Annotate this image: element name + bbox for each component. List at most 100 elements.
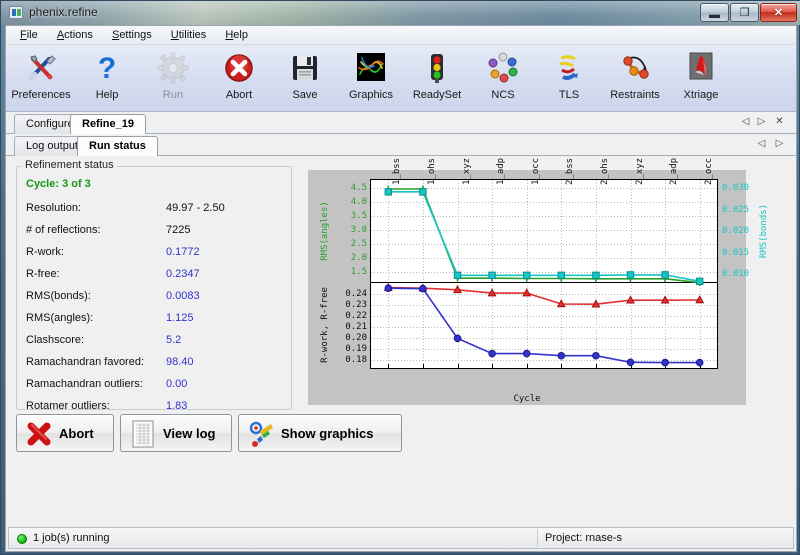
menu-settings[interactable]: Settings — [104, 26, 160, 43]
label-clashscore: Clashscore: — [26, 334, 85, 346]
y-tick-label-left: 4.0 — [350, 196, 367, 207]
x-tick-mark — [492, 364, 494, 368]
label-rama-favored: Ramachandran favored: — [26, 356, 145, 368]
toolbar-button-xtriage[interactable]: Xtriage — [668, 48, 734, 110]
menu-actions-label: ctions — [64, 29, 93, 41]
subtab-prev-icon[interactable]: ◁ — [757, 138, 766, 149]
series-line-rms-bonds — [388, 191, 700, 283]
grid-line-horizontal — [371, 305, 717, 307]
toolbar-label-graphics: Graphics — [348, 89, 394, 101]
tab-close-icon[interactable]: ✕ — [775, 116, 784, 127]
toolbar-button-help[interactable]: ? Help — [74, 48, 140, 110]
toolbar-button-abort[interactable]: Abort — [206, 48, 272, 110]
grid-line-vertical — [422, 180, 424, 368]
restraints-icon — [617, 50, 653, 86]
status-bar: 1 job(s) running Project: rnase-s — [8, 527, 794, 549]
grid-line-horizontal — [371, 315, 717, 317]
abort-button[interactable]: Abort — [16, 414, 114, 452]
close-icon: ✕ — [773, 7, 784, 19]
refinement-chart: 1_bss 1_ohs 1_xyz 1_adp 1_occ 2_bss 2_ohs 2_xyz… — [308, 158, 769, 405]
tab-log-output[interactable]: Log output — [14, 136, 90, 156]
menu-actions-accel: A — [56, 29, 65, 41]
refinement-status-group: Refinement status Cycle: 3 of 3 Resoluti… — [16, 159, 292, 412]
toolbar-button-ncs[interactable]: NCS — [470, 48, 536, 110]
label-r-free: R-free: — [26, 268, 60, 280]
label-r-work: R-work: — [26, 246, 64, 258]
menu-utilities[interactable]: Utilities — [163, 26, 214, 43]
floppy-icon — [287, 50, 323, 86]
label-resolution: Resolution: — [26, 202, 82, 214]
toolbar-label-preferences: Preferences — [11, 89, 71, 101]
view-log-button[interactable]: View log — [120, 414, 232, 452]
tab-next-icon[interactable]: ▷ — [757, 116, 766, 127]
x-tick-label: 1_occ — [530, 157, 541, 185]
maximize-icon: ❐ — [739, 7, 750, 19]
y-tick-label-left: 0.20 — [345, 332, 367, 343]
menu-utilities-label: tilities — [178, 29, 207, 41]
toolbar-label-run: Run — [162, 89, 184, 101]
client-area: File Actions Settings Utilities Help — [5, 25, 797, 552]
grid-line-horizontal — [371, 272, 717, 274]
y-tick-label-left: 0.22 — [345, 310, 367, 321]
menu-help-label: elp — [233, 29, 248, 41]
toolbar-label-xtriage: Xtriage — [683, 89, 719, 101]
value-rms-bonds: 0.0083 — [166, 290, 200, 302]
toolbar-label-help: Help — [95, 89, 119, 101]
value-resolution: 49.97 - 2.50 — [166, 202, 225, 214]
x-tick-label: 2_xyz — [634, 157, 645, 185]
panel-divider — [371, 282, 717, 284]
minimize-button[interactable]: ▬ — [700, 3, 729, 22]
menu-file[interactable]: File — [12, 26, 46, 43]
cycle-status: Cycle: 3 of 3 — [26, 178, 91, 190]
toolbar-label-restraints: Restraints — [610, 89, 660, 101]
show-graphics-button[interactable]: Show graphics — [238, 414, 402, 452]
x-tick-label: 2_adp — [669, 157, 680, 185]
close-button[interactable]: ✕ — [760, 3, 797, 22]
menu-help-accel: H — [225, 29, 234, 41]
y-tick-label-right: 0.025 — [722, 204, 750, 215]
grid-line-horizontal — [371, 243, 717, 245]
x-tick-label: 1_bss — [392, 157, 403, 185]
toolbar-button-restraints[interactable]: Restraints — [602, 48, 668, 110]
toolbar: Preferences ? Help — [6, 45, 796, 112]
value-rms-angles: 1.125 — [166, 312, 194, 324]
tab-run-status[interactable]: Run status — [77, 136, 158, 156]
plot-area: 1_bss 1_ohs 1_xyz 1_adp 1_occ 2_bss 2_ohs 2_xyz… — [345, 158, 749, 369]
primary-tab-bar: Configure Refine_19 ◁ ▷ ✕ — [6, 112, 796, 134]
maximize-button[interactable]: ❐ — [730, 3, 759, 22]
y-tick-label-right: 0.010 — [722, 269, 750, 280]
menu-actions[interactable]: Actions — [49, 26, 101, 43]
toolbar-button-tls[interactable]: TLS — [536, 48, 602, 110]
x-tick-mark — [422, 364, 424, 368]
toolbar-button-save[interactable]: Save — [272, 48, 338, 110]
value-rotamer-outliers: 1.83 — [166, 400, 188, 412]
subtab-next-icon[interactable]: ▷ — [775, 138, 784, 149]
toolbar-label-ncs: NCS — [491, 89, 515, 101]
y-tick-label-left: 0.23 — [345, 300, 367, 311]
tab-refine-19[interactable]: Refine_19 — [70, 114, 146, 134]
label-rms-bonds: RMS(bonds): — [26, 290, 91, 302]
value-reflections: 7225 — [166, 224, 191, 236]
x-tick-mark — [526, 364, 528, 368]
toolbar-button-graphics[interactable]: Graphics — [338, 48, 404, 110]
y-tick-label-left: 4.5 — [350, 182, 367, 193]
value-rama-favored: 98.40 — [166, 356, 194, 368]
menu-help[interactable]: Help — [217, 26, 256, 43]
x-tick-label: 2_bss — [565, 157, 576, 185]
toolbar-button-readyset[interactable]: ReadySet — [404, 48, 470, 110]
toolbar-button-preferences[interactable]: Preferences — [8, 48, 74, 110]
x-tick-mark — [457, 364, 459, 368]
molecule-icon — [353, 50, 389, 86]
toolbar-label-abort: Abort — [225, 89, 253, 101]
toolbar-label-tls: TLS — [558, 89, 580, 101]
toolbar-button-run[interactable]: Run — [140, 48, 206, 110]
y-tick-label-right: 0.015 — [722, 247, 750, 258]
status-jobs: 1 job(s) running — [33, 532, 110, 544]
y-tick-label-left: 3.0 — [350, 224, 367, 235]
y-tick-label-left: 0.24 — [345, 289, 367, 300]
grid-line-horizontal — [371, 257, 717, 259]
tab-prev-icon[interactable]: ◁ — [741, 116, 750, 127]
x-tick-mark — [699, 364, 701, 368]
y-axis-title-rms-bonds: RMS(bonds) — [759, 204, 769, 259]
